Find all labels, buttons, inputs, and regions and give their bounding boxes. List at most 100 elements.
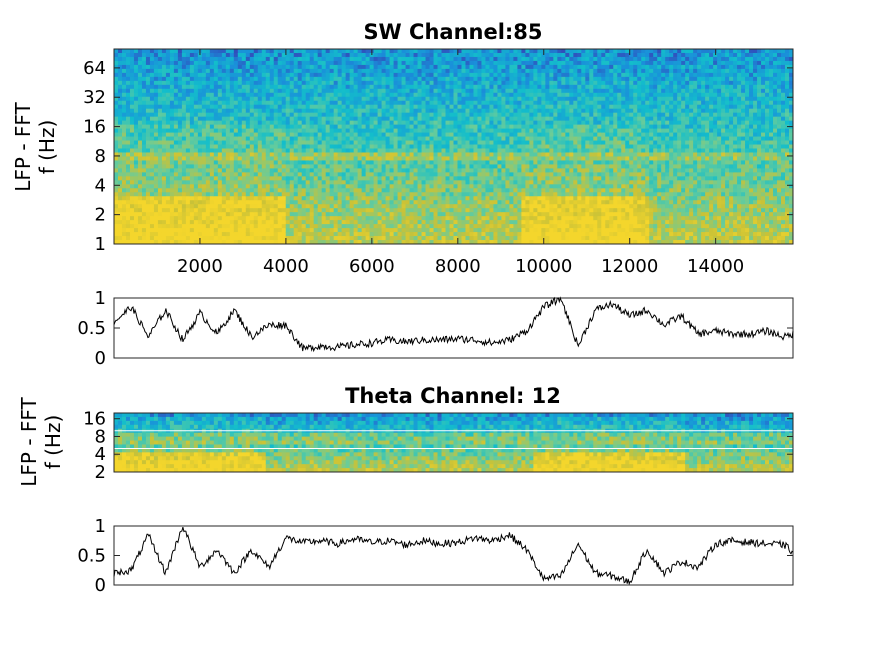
heatmap-cell bbox=[237, 52, 243, 58]
heatmap-cell bbox=[389, 52, 395, 58]
heatmap-cell bbox=[161, 52, 167, 58]
heatmap-cell bbox=[137, 152, 143, 158]
heatmap-cell bbox=[417, 240, 423, 244]
heatmap-cell bbox=[309, 208, 315, 213]
heatmap-cell bbox=[393, 92, 399, 98]
heatmap-cell bbox=[201, 92, 207, 98]
heatmap-cell bbox=[277, 196, 283, 201]
heatmap-cell bbox=[181, 228, 187, 233]
heatmap-cell bbox=[189, 196, 195, 201]
heatmap-cell bbox=[333, 92, 339, 98]
heatmap-cell bbox=[501, 204, 507, 209]
heatmap-cell bbox=[165, 180, 171, 185]
heatmap-cell bbox=[437, 80, 443, 86]
heatmap-cell bbox=[261, 160, 267, 166]
heatmap-cell bbox=[149, 212, 155, 217]
heatmap-cell bbox=[285, 92, 291, 98]
heatmap-cell bbox=[297, 104, 303, 110]
heatmap-cell bbox=[121, 132, 127, 138]
heatmap-cell bbox=[137, 236, 143, 241]
heatmap-cell bbox=[481, 72, 487, 78]
heatmap-cell bbox=[465, 240, 471, 244]
heatmap-cell bbox=[141, 76, 147, 82]
heatmap-cell bbox=[205, 232, 211, 237]
heatmap-cell bbox=[313, 116, 319, 122]
heatmap-cell bbox=[329, 208, 335, 213]
heatmap-cell bbox=[437, 64, 443, 70]
heatmap-cell bbox=[353, 200, 359, 205]
heatmap-cell bbox=[181, 200, 187, 205]
heatmap-cell bbox=[461, 164, 467, 169]
heatmap-cell bbox=[249, 216, 255, 221]
heatmap-cell bbox=[253, 108, 259, 114]
heatmap-cell bbox=[385, 96, 391, 102]
heatmap-cell bbox=[121, 96, 127, 102]
heatmap-cell bbox=[357, 240, 363, 244]
heatmap-cell bbox=[373, 116, 379, 122]
heatmap-cell bbox=[369, 112, 375, 118]
heatmap-cell bbox=[453, 184, 459, 189]
heatmap-cell bbox=[473, 232, 479, 237]
heatmap-cell bbox=[117, 92, 123, 98]
heatmap-cell bbox=[125, 49, 131, 54]
heatmap-cell bbox=[197, 200, 203, 205]
heatmap-cell bbox=[421, 224, 427, 229]
heatmap-cell bbox=[329, 80, 335, 86]
heatmap-cell bbox=[445, 228, 451, 233]
heatmap-cell bbox=[133, 128, 139, 134]
heatmap-cell bbox=[297, 172, 303, 177]
heatmap-cell bbox=[137, 160, 143, 166]
heatmap-cell bbox=[369, 208, 375, 213]
heatmap-cell bbox=[373, 204, 379, 209]
heatmap-cell bbox=[161, 220, 167, 225]
heatmap-cell bbox=[345, 124, 351, 130]
heatmap-cell bbox=[417, 49, 423, 54]
heatmap-cell bbox=[357, 224, 363, 229]
heatmap-cell bbox=[417, 140, 423, 146]
heatmap-cell bbox=[469, 176, 475, 181]
heatmap-cell bbox=[153, 232, 159, 237]
heatmap-cell bbox=[453, 188, 459, 193]
heatmap-cell bbox=[341, 176, 347, 181]
heatmap-cell bbox=[153, 192, 159, 197]
heatmap-cell bbox=[441, 236, 447, 241]
heatmap-cell bbox=[469, 148, 475, 154]
heatmap-cell bbox=[461, 204, 467, 209]
heatmap-cell bbox=[129, 92, 135, 98]
heatmap-cell bbox=[273, 52, 279, 58]
heatmap-cell bbox=[145, 148, 151, 154]
heatmap-cell bbox=[441, 164, 447, 169]
heatmap-cell bbox=[329, 124, 335, 130]
heatmap-cell bbox=[281, 152, 287, 158]
heatmap-cell bbox=[441, 196, 447, 201]
heatmap-cell bbox=[341, 180, 347, 185]
heatmap-cell bbox=[257, 204, 263, 209]
heatmap-cell bbox=[114, 60, 119, 66]
heatmap-cell bbox=[197, 124, 203, 130]
heatmap-cell bbox=[413, 144, 419, 150]
heatmap-cell bbox=[353, 116, 359, 122]
heatmap-cell bbox=[121, 104, 127, 110]
heatmap-cell bbox=[329, 164, 335, 169]
heatmap-cell bbox=[289, 112, 295, 118]
heatmap-cell bbox=[321, 156, 327, 162]
heatmap-cell bbox=[289, 220, 295, 225]
heatmap-cell bbox=[417, 160, 423, 166]
heatmap-cell bbox=[193, 168, 199, 173]
heatmap-cell bbox=[281, 160, 287, 166]
heatmap-cell bbox=[485, 132, 491, 138]
heatmap-cell bbox=[493, 76, 499, 82]
heatmap-cell bbox=[357, 60, 363, 66]
heatmap-cell bbox=[409, 240, 415, 244]
heatmap-cell bbox=[189, 140, 195, 146]
heatmap-cell bbox=[281, 240, 287, 244]
heatmap-cell bbox=[365, 100, 371, 106]
heatmap-cell bbox=[353, 132, 359, 138]
heatmap-cell bbox=[281, 72, 287, 78]
heatmap-cell bbox=[429, 80, 435, 86]
heatmap-cell bbox=[413, 188, 419, 193]
heatmap-cell bbox=[205, 240, 211, 244]
heatmap-cell bbox=[225, 152, 231, 158]
heatmap-cell bbox=[385, 192, 391, 197]
heatmap-cell bbox=[437, 236, 443, 241]
